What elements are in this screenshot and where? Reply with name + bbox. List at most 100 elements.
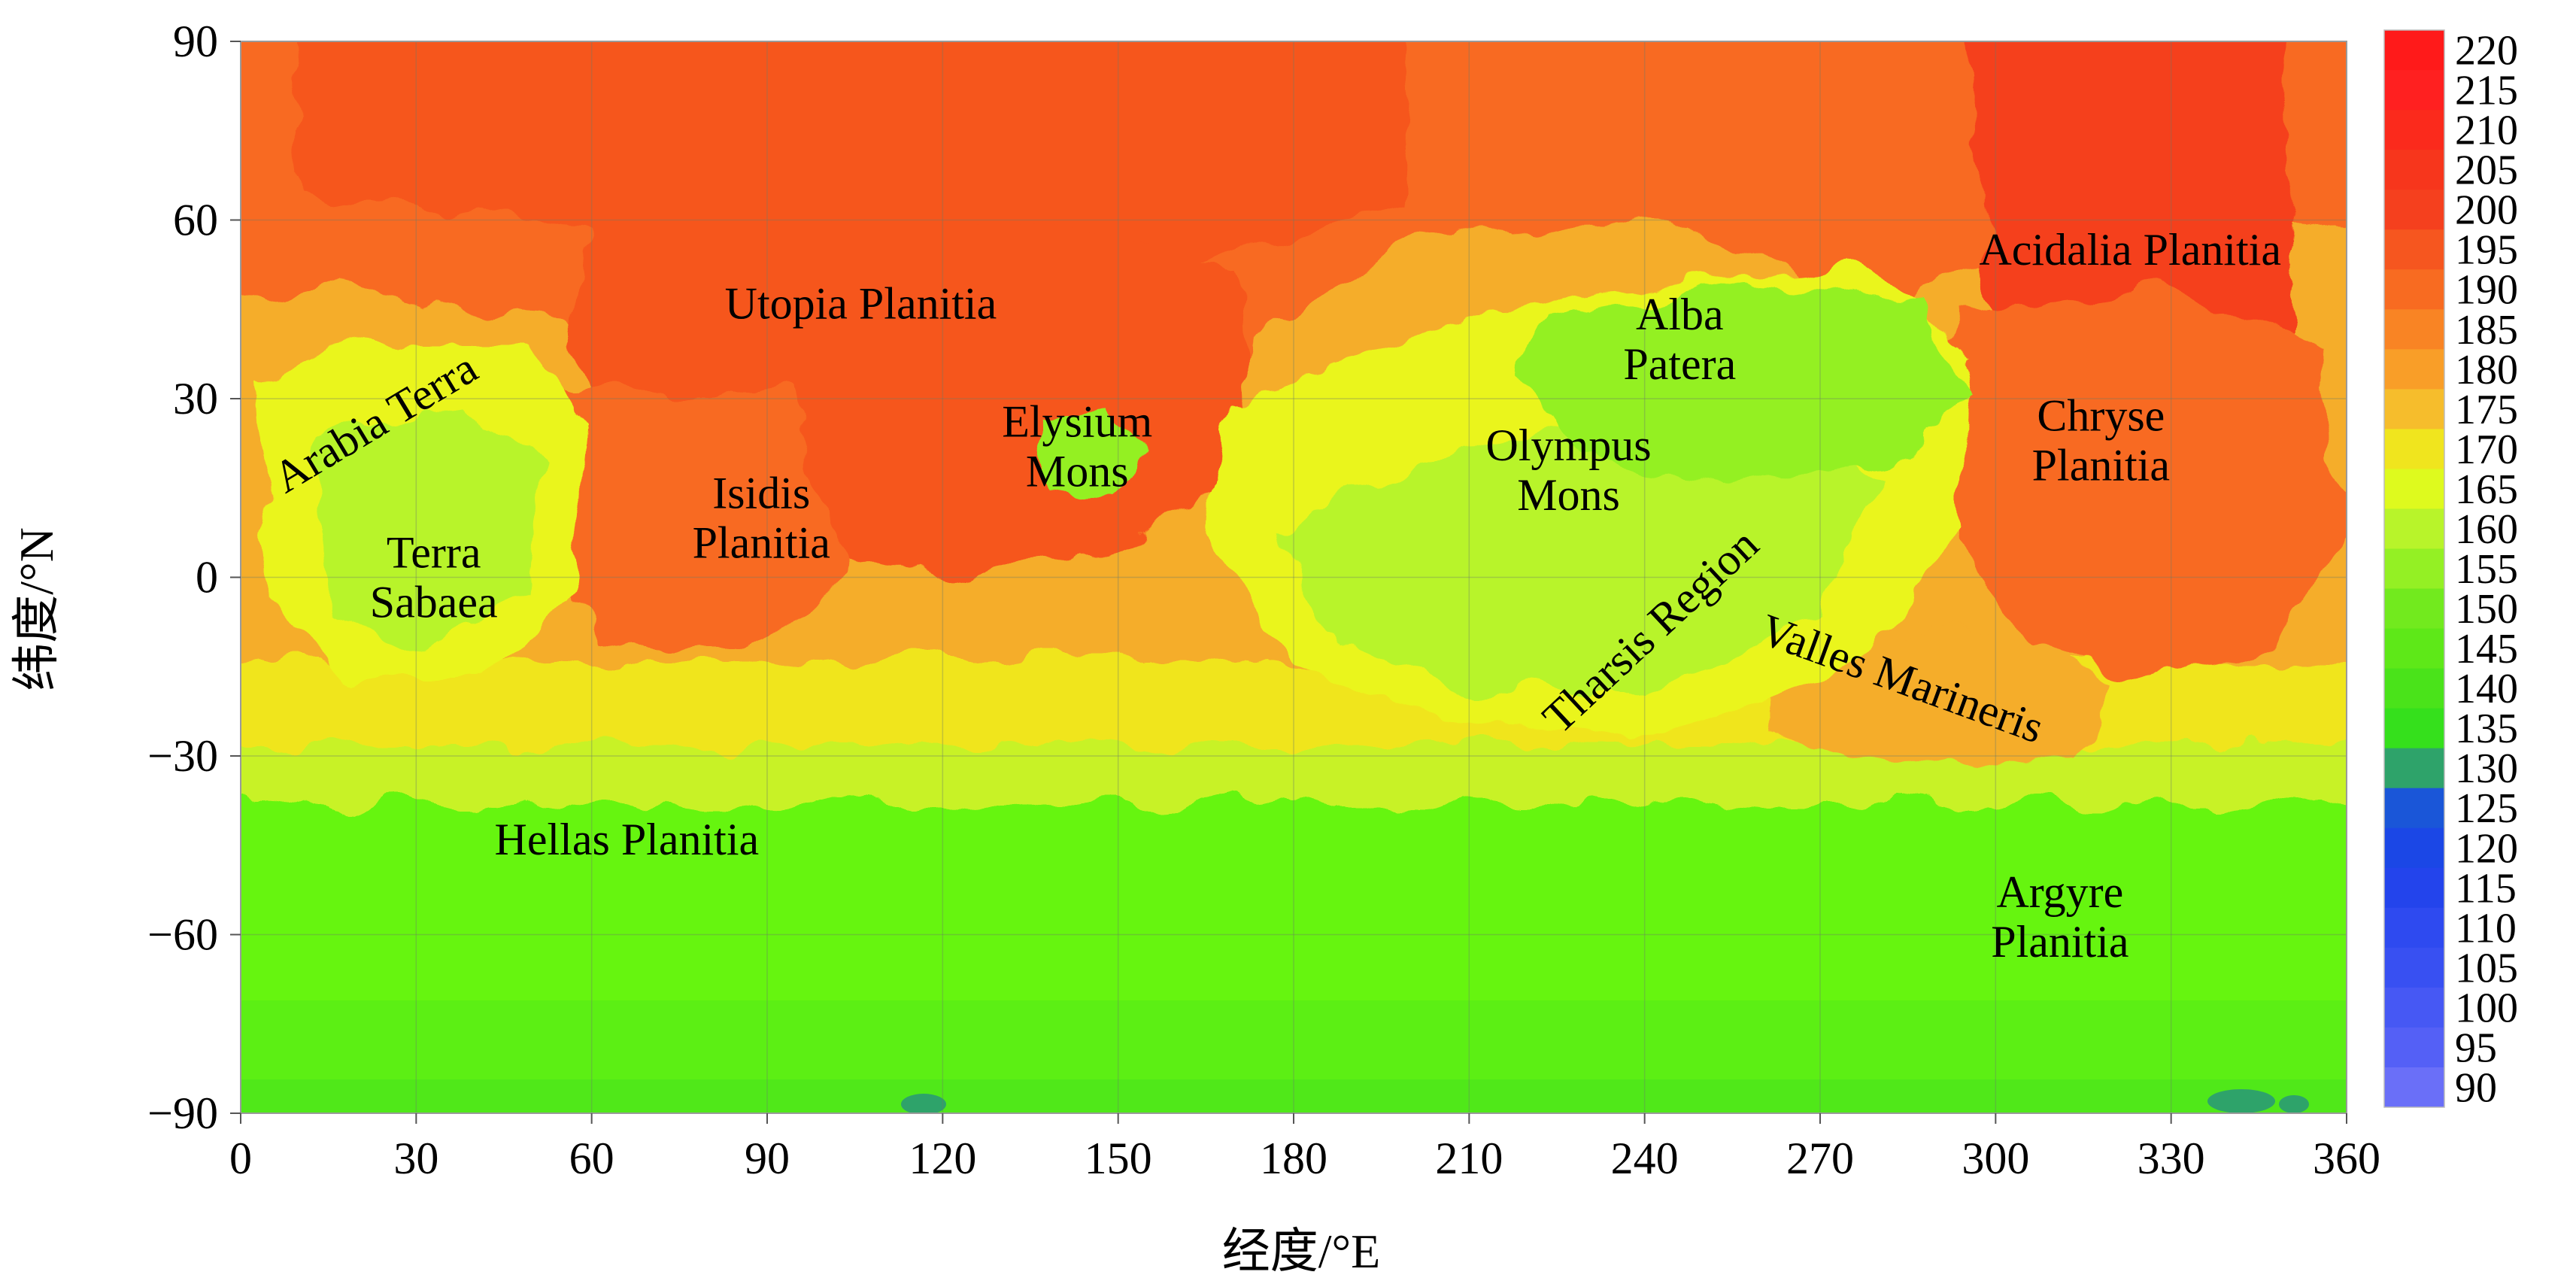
annotation-line: Elysium [1002, 396, 1152, 446]
colorbar-swatch [2384, 70, 2444, 111]
x-tick-label: 330 [2138, 1134, 2205, 1183]
colorbar-label: 170 [2455, 426, 2518, 473]
isidis-orange-region [542, 391, 842, 647]
colorbar-swatch [2384, 30, 2444, 71]
elysium-green-spot [1038, 399, 1143, 496]
annotation-line: Alba [1636, 290, 1724, 339]
y-axis-ticks: 90 60 30 0 −30 −60 −90 [147, 17, 241, 1138]
x-tick-label: 0 [229, 1134, 252, 1183]
annotation-line: Chryse [2037, 390, 2165, 440]
colorbar-label: 120 [2455, 825, 2518, 872]
colorbar-swatch [2384, 668, 2444, 709]
x-tick-label: 150 [1085, 1134, 1152, 1183]
colorbar-label: 100 [2455, 985, 2518, 1031]
colorbar-label: 165 [2455, 466, 2518, 513]
colorbar-swatch [2384, 229, 2444, 270]
south-lower-band [241, 1000, 2347, 1079]
x-tick-label: 270 [1786, 1134, 1854, 1183]
colorbar-label: 90 [2455, 1064, 2497, 1111]
colorbar-label: 95 [2455, 1024, 2497, 1071]
colorbar-swatch [2384, 1067, 2444, 1108]
x-tick-label: 90 [745, 1134, 790, 1183]
colorbar-swatch [2384, 788, 2444, 829]
colorbar-label: 190 [2455, 267, 2518, 314]
colorbar-label: 150 [2455, 586, 2518, 633]
colorbar-label: 185 [2455, 307, 2518, 354]
colorbar-swatch [2384, 469, 2444, 509]
annotation-line: Planitia [2032, 440, 2170, 490]
colorbar-swatch [2384, 827, 2444, 869]
colorbar-label: 110 [2455, 905, 2517, 952]
colorbar-swatch [2384, 508, 2444, 549]
colorbar-label: 160 [2455, 506, 2518, 553]
annotation-utopia-planitia: Utopia Planitia [725, 278, 997, 328]
colorbar-label: 145 [2455, 626, 2518, 672]
y-tick-label: 90 [173, 17, 218, 66]
colorbar-label: 140 [2455, 666, 2518, 712]
x-tick-label: 30 [393, 1134, 438, 1183]
annotation-line: Utopia Planitia [725, 278, 997, 328]
annotation-line: Planitia [1991, 917, 2128, 967]
colorbar-swatch [2384, 110, 2444, 150]
colorbar-label: 200 [2455, 187, 2518, 234]
colorbar-label: 210 [2455, 108, 2518, 154]
annotation-line: Isidis [712, 468, 810, 518]
south-pole-band [241, 1079, 2347, 1113]
annotation-line: Terra [387, 528, 481, 578]
colorbar-swatch [2384, 867, 2444, 909]
colorbar-swatch [2384, 947, 2444, 988]
colorbar-swatch [2384, 1027, 2444, 1068]
colorbar-label: 175 [2455, 387, 2518, 433]
y-tick-label: −90 [147, 1088, 218, 1138]
colorbar-label: 105 [2455, 945, 2518, 991]
y-tick-label: −60 [147, 910, 218, 960]
y-axis-title: 纬度/°N [10, 527, 63, 691]
colorbar-label: 125 [2455, 785, 2518, 832]
arabia-green-region [316, 406, 542, 647]
annotation-line: Olympus [1486, 420, 1652, 470]
y-tick-label: 60 [173, 196, 218, 245]
x-tick-label: 120 [909, 1134, 976, 1183]
south-pole-cold-spot-2 [2207, 1089, 2275, 1113]
colorbar-swatch [2384, 987, 2444, 1028]
colorbar-swatch [2384, 429, 2444, 469]
chryse-orange-region [1925, 286, 2347, 677]
colorbar-swatch [2384, 269, 2444, 310]
colorbar-label: 205 [2455, 147, 2518, 194]
colorbar-swatch [2384, 150, 2444, 190]
colorbar-swatch [2384, 907, 2444, 949]
colorbar-swatch [2384, 548, 2444, 590]
colorbar-label: 215 [2455, 68, 2518, 114]
annotation-line: Argyre [1996, 867, 2123, 917]
colorbar-label: 130 [2455, 745, 2518, 792]
alba-green-region [1519, 286, 1971, 481]
heatmap-plot-area [240, 41, 2347, 1114]
y-tick-label: 30 [173, 374, 218, 423]
tharsis-green-region [1279, 421, 1880, 692]
annotation-line: Hellas Planitia [495, 815, 760, 864]
x-tick-label: 360 [2313, 1134, 2380, 1183]
colorbar-swatch [2384, 748, 2444, 789]
colorbar-swatch [2384, 708, 2444, 749]
colorbar-swatch [2384, 349, 2444, 390]
x-tick-label: 60 [569, 1134, 614, 1183]
colorbar-swatch [2384, 190, 2444, 230]
y-tick-label: −30 [147, 731, 218, 781]
colorbar-label: 155 [2455, 546, 2518, 593]
x-tick-label: 180 [1260, 1134, 1327, 1183]
colorbar-swatch [2384, 628, 2444, 669]
colorbar-label: 220 [2455, 28, 2518, 74]
x-axis-ticks: 0 30 60 90 120 150 180 210 240 270 300 330 360 [229, 1113, 2380, 1183]
y-tick-label: 0 [196, 553, 218, 603]
annotation-line: Mons [1517, 470, 1620, 520]
annotation-hellas-planitia: Hellas Planitia [495, 815, 760, 864]
colorbar-swatch [2384, 309, 2444, 350]
annotation-line: Planitia [693, 518, 830, 567]
